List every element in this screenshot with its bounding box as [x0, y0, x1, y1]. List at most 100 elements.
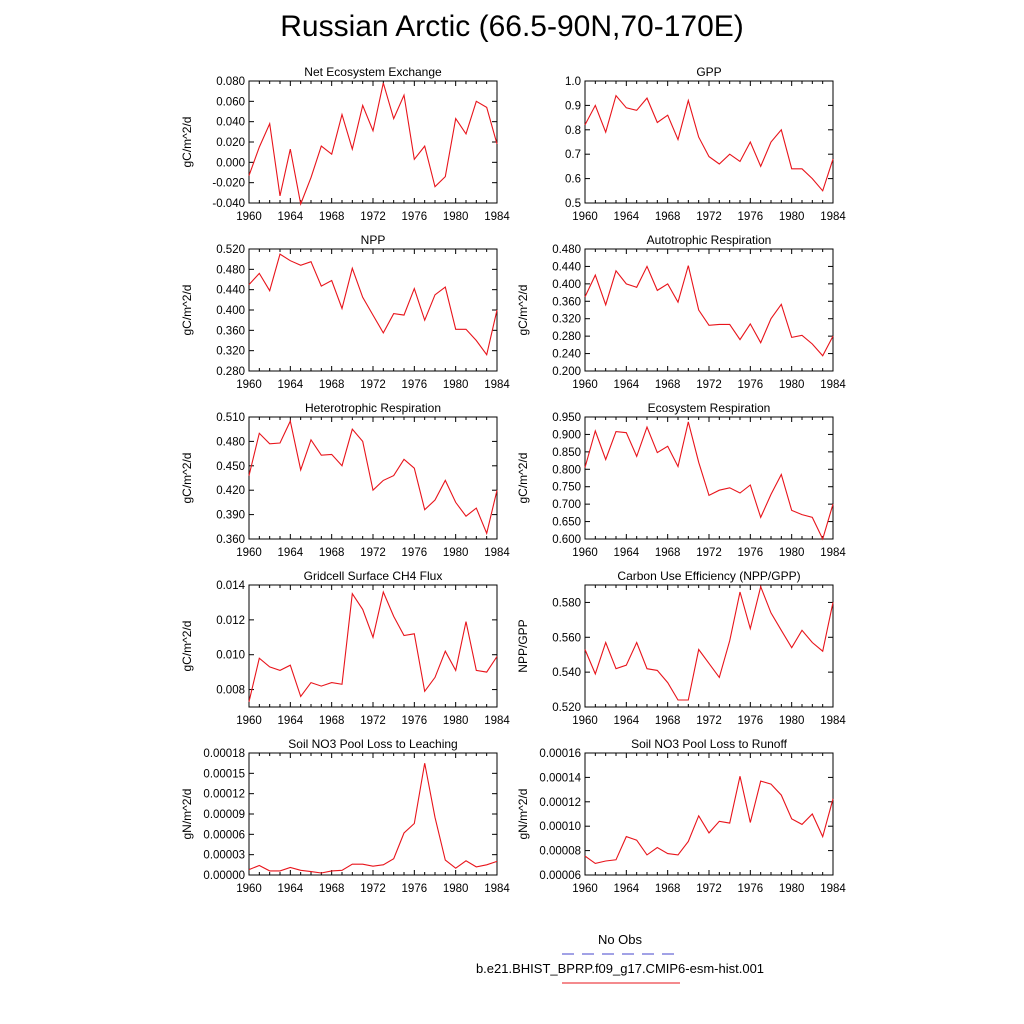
y-tick-label: 0.420 — [216, 485, 245, 497]
y-tick-label: 0.520 — [552, 702, 581, 714]
x-tick-label: 1984 — [820, 715, 846, 727]
y-tick-label: -0.040 — [212, 198, 245, 210]
x-tick-label: 1984 — [484, 883, 510, 895]
y-tick-label: 0.540 — [552, 667, 581, 679]
x-tick-label: 1980 — [443, 547, 469, 559]
y-tick-label: 0.360 — [552, 296, 581, 308]
series-line — [248, 590, 498, 702]
plot-frame — [584, 752, 834, 876]
y-tick-label: 0.008 — [216, 685, 245, 697]
series-line — [584, 265, 834, 357]
series-line — [584, 776, 834, 864]
x-tick-label: 1968 — [655, 211, 681, 223]
x-tick-label: 1980 — [779, 211, 805, 223]
x-tick-label: 1960 — [236, 379, 262, 391]
x-tick-label: 1980 — [779, 379, 805, 391]
x-tick-label: 1972 — [696, 715, 722, 727]
y-tick-label: 0.000 — [216, 157, 245, 169]
panel-title: Heterotrophic Respiration — [305, 401, 441, 415]
chart-panel-3: NPP 0.280 0.320 0.360 0.400 0.440 0.480 0.520 19… — [180, 233, 510, 391]
panel-title: NPP — [361, 233, 386, 247]
y-tick-label: 0.850 — [552, 447, 581, 459]
y-tick-label: 0.020 — [216, 137, 245, 149]
y-tick-label: 0.00014 — [539, 772, 581, 784]
series-line — [248, 82, 498, 206]
x-tick-label: 1980 — [779, 715, 805, 727]
y-tick-label: 0.8 — [565, 125, 581, 137]
y-axis-label: gC/m^2/d — [180, 285, 194, 336]
x-tick-label: 1960 — [572, 547, 598, 559]
x-tick-label: 1976 — [738, 883, 764, 895]
y-tick-label: 1.0 — [565, 76, 581, 88]
x-tick-label: 1960 — [236, 547, 262, 559]
y-tick-label: 0.00016 — [539, 748, 581, 760]
x-tick-label: 1968 — [319, 379, 345, 391]
series-line — [584, 584, 834, 701]
y-tick-label: 0.320 — [552, 314, 581, 326]
y-axis-label: gC/m^2/d — [180, 117, 194, 168]
series-line — [248, 253, 498, 356]
y-tick-label: 0.480 — [216, 264, 245, 276]
y-tick-label: -0.020 — [212, 178, 245, 190]
chart-panel-10: Soil NO3 Pool Loss to Runoff 0.00006 0.000… — [516, 737, 846, 895]
x-tick-label: 1972 — [360, 211, 386, 223]
y-tick-label: 0.400 — [216, 305, 245, 317]
y-tick-label: 0.560 — [552, 632, 581, 644]
x-tick-label: 1976 — [402, 379, 428, 391]
x-tick-label: 1968 — [319, 715, 345, 727]
x-tick-label: 1980 — [443, 211, 469, 223]
y-tick-label: 0.600 — [552, 534, 581, 546]
y-tick-label: 0.480 — [216, 436, 245, 448]
y-tick-label: 0.00015 — [203, 768, 245, 780]
panel-title: Soil NO3 Pool Loss to Leaching — [288, 737, 457, 751]
plot-frame — [248, 584, 498, 708]
y-tick-label: 0.800 — [552, 464, 581, 476]
plot-frame — [584, 584, 834, 708]
plot-frame — [584, 80, 834, 204]
x-tick-label: 1976 — [738, 379, 764, 391]
y-axis-label: NPP/GPP — [516, 619, 530, 672]
chart-panel-4: Autotrophic Respiration 0.200 0.240 0.280 0.… — [516, 233, 846, 391]
panel-title: Ecosystem Respiration — [648, 401, 771, 415]
x-tick-label: 1972 — [360, 883, 386, 895]
legend-model-label: b.e21.BHIST_BPRP.f09_g17.CMIP6-esm-hist.… — [475, 961, 765, 976]
y-axis-label: gC/m^2/d — [516, 453, 530, 504]
plot-frame — [584, 416, 834, 540]
x-tick-label: 1968 — [655, 379, 681, 391]
y-tick-label: 0.700 — [552, 499, 581, 511]
x-tick-label: 1972 — [696, 211, 722, 223]
y-tick-label: 0.5 — [565, 198, 581, 210]
x-tick-label: 1972 — [360, 715, 386, 727]
x-tick-label: 1980 — [779, 547, 805, 559]
y-tick-label: 0.240 — [552, 349, 581, 361]
y-tick-label: 0.650 — [552, 517, 581, 529]
y-axis-label: gC/m^2/d — [180, 621, 194, 672]
x-tick-label: 1976 — [738, 715, 764, 727]
panel-title: Net Ecosystem Exchange — [304, 65, 442, 79]
y-tick-label: 0.00006 — [203, 829, 245, 841]
chart-panel-5: Heterotrophic Respiration 0.360 0.390 0.420… — [180, 401, 510, 559]
x-tick-label: 1984 — [820, 547, 846, 559]
x-tick-label: 1976 — [738, 547, 764, 559]
x-tick-label: 1964 — [614, 379, 640, 391]
x-tick-label: 1964 — [278, 211, 304, 223]
x-tick-label: 1976 — [402, 715, 428, 727]
y-tick-label: 0.7 — [565, 149, 581, 161]
series-line — [248, 763, 498, 874]
y-tick-label: 0.320 — [216, 346, 245, 358]
panel-title: Soil NO3 Pool Loss to Runoff — [631, 737, 788, 751]
plot-frame — [248, 248, 498, 372]
y-tick-label: 0.950 — [552, 412, 581, 424]
y-tick-label: 0.00012 — [203, 789, 245, 801]
y-tick-label: 0.480 — [552, 244, 581, 256]
y-tick-label: 0.010 — [216, 650, 245, 662]
chart-panel-2: GPP 0.5 0.6 0.7 0.8 0.9 1.0 1960 1964 1968 1972 197… — [565, 65, 846, 223]
chart-panel-6: Ecosystem Respiration 0.600 0.650 0.700 0.75… — [516, 401, 846, 559]
y-tick-label: 0.900 — [552, 429, 581, 441]
y-axis-label: gN/m^2/d — [180, 789, 194, 840]
x-tick-label: 1972 — [696, 547, 722, 559]
x-tick-label: 1964 — [614, 715, 640, 727]
x-tick-label: 1964 — [278, 883, 304, 895]
panel-title: Autotrophic Respiration — [647, 233, 772, 247]
y-tick-label: 0.6 — [565, 174, 581, 186]
